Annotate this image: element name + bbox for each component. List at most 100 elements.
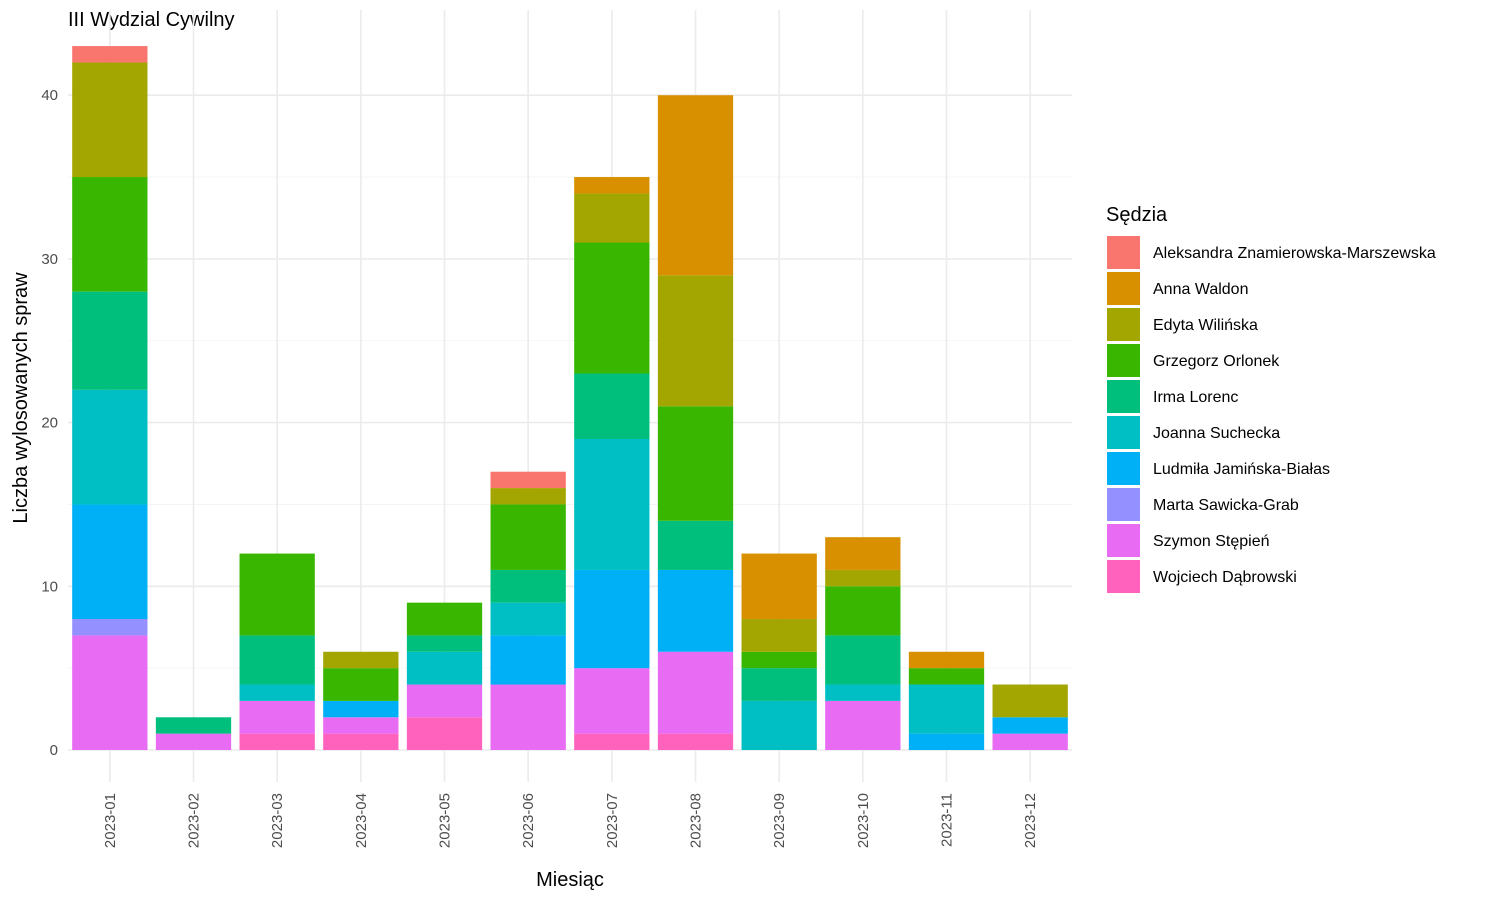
legend-swatch [1107, 308, 1140, 341]
x-tick-label: 2023-05 [437, 793, 454, 848]
bar-segment [323, 733, 399, 750]
x-axis-ticks: 2023-01 2023-02 2023-03 2023-04 2023-05 2023-… [102, 793, 1039, 848]
bar-segment [825, 635, 901, 685]
bar-segment [657, 569, 734, 652]
legend-label: Edyta Wilińska [1153, 317, 1258, 334]
bar-segment [239, 553, 315, 636]
bar-segment [406, 684, 483, 718]
bar-segment [908, 684, 985, 734]
bars [72, 46, 1068, 750]
legend-label: Aleksandra Znamierowska-Marszewska [1153, 245, 1436, 262]
legend-swatch [1107, 560, 1140, 593]
legend-items: Aleksandra Znamierowska-Marszewska Anna W… [1107, 236, 1436, 593]
x-tick-label: 2023-03 [269, 793, 286, 848]
bar-segment [406, 602, 483, 636]
bar-segment [490, 569, 566, 603]
bar-segment [72, 177, 148, 292]
legend-swatch [1107, 236, 1140, 269]
legend-swatch [1107, 524, 1140, 557]
bar-segment [574, 733, 650, 750]
bar-segment [741, 651, 817, 669]
bar-segment [825, 586, 901, 636]
bar-segment [741, 668, 817, 701]
bar-segment [657, 275, 734, 407]
bar-segment [741, 700, 817, 750]
bar-segment [72, 46, 148, 63]
bar-segment [323, 651, 399, 669]
bar-segment [992, 684, 1068, 718]
x-tick-label: 2023-08 [688, 793, 705, 848]
x-tick-label: 2023-09 [771, 793, 788, 848]
bar-segment [741, 619, 817, 652]
bar-segment [657, 520, 734, 570]
bar-segment [406, 717, 483, 750]
bar-segment [72, 635, 148, 750]
y-axis-title: Liczba wylosowanych spraw [10, 272, 32, 524]
bar-segment [406, 651, 483, 685]
bar-segment [155, 717, 232, 734]
bar-segment [657, 95, 734, 276]
bar-segment [574, 242, 650, 374]
legend-label: Wojciech Dąbrowski [1153, 569, 1297, 586]
bar-segment [239, 635, 315, 685]
bar-segment [574, 438, 650, 570]
y-axis-ticks: 0 10 20 30 40 [41, 87, 58, 759]
legend-swatch [1107, 272, 1140, 305]
bar-segment [908, 651, 985, 669]
bar-segment [657, 406, 734, 521]
y-tick-label: 40 [41, 87, 58, 104]
bar-segment [574, 668, 650, 734]
bar-segment [992, 733, 1068, 750]
bar-segment [490, 488, 566, 505]
bar-segment [490, 602, 566, 636]
x-tick-label: 2023-06 [520, 793, 537, 848]
legend-label: Joanna Suchecka [1153, 425, 1280, 442]
legend-title: Sędzia [1106, 204, 1168, 226]
bar-segment [490, 471, 566, 489]
y-tick-label: 10 [41, 578, 58, 595]
y-tick-label: 0 [50, 742, 58, 759]
bar-segment [574, 193, 650, 243]
bar-segment [72, 389, 148, 505]
legend-swatch [1107, 380, 1140, 413]
x-axis-title: Miesiąc [536, 869, 604, 891]
legend-label: Ludmiła Jamińska-Białas [1153, 461, 1330, 478]
x-tick-label: 2023-10 [855, 793, 872, 848]
legend-swatch [1107, 452, 1140, 485]
bar-segment [72, 291, 148, 390]
bar-segment [155, 733, 232, 750]
bar-segment [657, 651, 734, 734]
bar-segment [825, 537, 901, 570]
x-tick-label: 2023-11 [939, 793, 956, 847]
bar-segment [741, 553, 817, 620]
legend-label: Anna Waldon [1153, 281, 1248, 298]
bar-segment [490, 635, 566, 685]
bar-segment [72, 504, 148, 620]
bar-segment [574, 569, 650, 669]
legend-swatch [1107, 416, 1140, 449]
x-tick-label: 2023-02 [186, 793, 203, 848]
bar-segment [239, 733, 315, 750]
legend: Sędzia Aleksandra Znamierowska-Marszewsk… [1106, 204, 1436, 593]
legend-label: Irma Lorenc [1153, 389, 1238, 406]
bar-segment [239, 700, 315, 734]
x-tick-label: 2023-07 [604, 793, 621, 848]
bar-segment [72, 619, 148, 636]
bar-segment [323, 700, 399, 718]
bar-segment [323, 668, 399, 701]
bar-segment [657, 733, 734, 750]
bar-segment [825, 684, 901, 701]
bar-segment [490, 504, 566, 570]
bar-segment [574, 177, 650, 194]
x-tick-label: 2023-01 [102, 793, 119, 848]
bar-segment [825, 569, 901, 587]
legend-swatch [1107, 344, 1140, 377]
bar-segment [72, 62, 148, 178]
legend-label: Marta Sawicka-Grab [1153, 497, 1299, 514]
x-tick-label: 2023-04 [353, 793, 370, 848]
bar-segment [574, 373, 650, 439]
bar-segment [323, 717, 399, 734]
y-tick-label: 30 [41, 251, 58, 268]
bar-segment [406, 635, 483, 652]
